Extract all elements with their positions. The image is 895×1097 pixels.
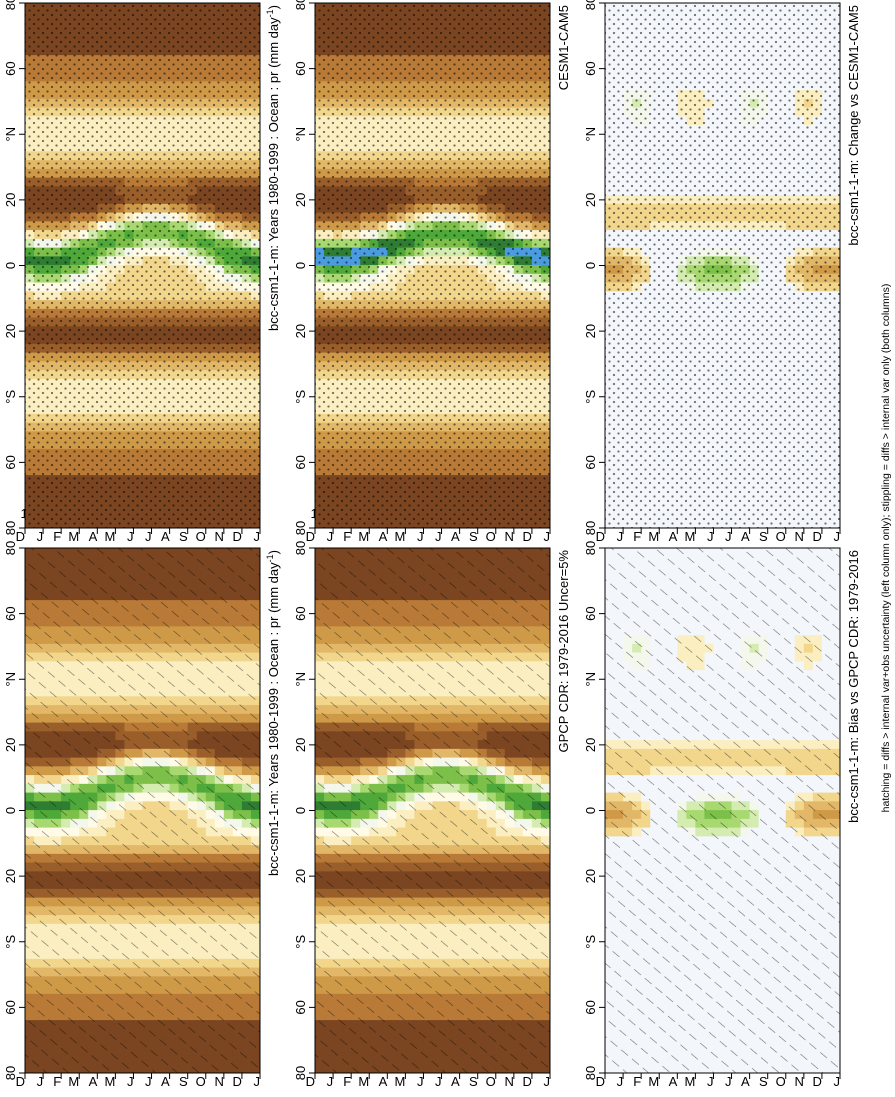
month-tick-label: O: [196, 1074, 206, 1089]
lat-tick-label: 20: [583, 869, 598, 883]
month-tick-label: D: [16, 1074, 25, 1089]
month-tick-label: J: [725, 1074, 732, 1089]
month-tick-label: A: [89, 1074, 98, 1089]
month-tick-label: O: [486, 1074, 496, 1089]
month-tick-label: J: [417, 1074, 424, 1089]
panel-title: bcc-csm1-1-m: Years 1980-1999 : Ocean : …: [265, 550, 281, 876]
month-tick-label: D: [233, 1074, 242, 1089]
overlay-hatching: [315, 548, 550, 1073]
lat-tick-label: 60: [293, 606, 308, 620]
month-tick-label: S: [759, 1074, 768, 1089]
lat-tick-label: 60: [3, 1000, 18, 1014]
month-tick-label: F: [343, 1074, 351, 1089]
lat-tick-label: °S: [3, 934, 18, 948]
month-tick-label: M: [105, 1074, 116, 1089]
month-tick-label: D: [596, 1074, 605, 1089]
month-tick-label: A: [379, 1074, 388, 1089]
month-tick-label: A: [669, 1074, 678, 1089]
month-tick-label: J: [37, 1074, 44, 1089]
lat-tick-label: 0: [3, 807, 18, 814]
month-tick-label: M: [685, 1074, 696, 1089]
month-tick-label: F: [633, 1074, 641, 1089]
month-tick-label: M: [395, 1074, 406, 1089]
month-tick-label: M: [68, 1074, 79, 1089]
month-tick-label: J: [254, 1074, 261, 1089]
month-tick-label: J: [834, 1074, 841, 1089]
overlay-hatching: [605, 548, 840, 1073]
month-tick-label: J: [435, 1074, 442, 1089]
month-tick-label: A: [741, 1074, 750, 1089]
month-tick-label: F: [53, 1074, 61, 1089]
month-tick-label: S: [179, 1074, 188, 1089]
month-tick-label: M: [358, 1074, 369, 1089]
lat-tick-label: °S: [293, 934, 308, 948]
lat-tick-label: 20: [583, 738, 598, 752]
month-tick-label: J: [617, 1074, 624, 1089]
lat-tick-label: 20: [3, 738, 18, 752]
month-tick-label: A: [161, 1074, 170, 1089]
lat-tick-label: 0: [293, 807, 308, 814]
lat-tick-label: °S: [583, 934, 598, 948]
lat-tick-label: 0: [583, 807, 598, 814]
panel-title: GPCP CDR: 1979-2016 Uncer=5%: [556, 550, 571, 753]
month-tick-label: D: [306, 1074, 315, 1089]
month-tick-label: J: [327, 1074, 334, 1089]
month-tick-label: D: [813, 1074, 822, 1089]
month-tick-label: D: [523, 1074, 532, 1089]
lat-tick-label: 60: [293, 1000, 308, 1014]
lat-tick-label: 20: [3, 869, 18, 883]
month-tick-label: N: [504, 1074, 513, 1089]
month-tick-label: N: [794, 1074, 803, 1089]
month-tick-label: O: [776, 1074, 786, 1089]
month-tick-label: J: [707, 1074, 714, 1089]
month-tick-label: J: [145, 1074, 152, 1089]
month-tick-label: J: [127, 1074, 134, 1089]
month-tick-label: J: [544, 1074, 551, 1089]
lat-tick-label: 20: [293, 869, 308, 883]
title-close: ): [266, 550, 281, 554]
overlay-hatching: [25, 548, 260, 1073]
lat-tick-label: 20: [293, 738, 308, 752]
lat-tick-label: 60: [583, 606, 598, 620]
lat-tick-label: °N: [3, 672, 18, 687]
month-tick-label: S: [469, 1074, 478, 1089]
lat-tick-label: 60: [3, 606, 18, 620]
month-tick-label: A: [451, 1074, 460, 1089]
month-tick-label: M: [648, 1074, 659, 1089]
lat-tick-label: °N: [293, 672, 308, 687]
title-superscript: -1: [265, 554, 275, 562]
lat-tick-label: °N: [583, 672, 598, 687]
lat-tick-label: 60: [583, 1000, 598, 1014]
month-tick-label: N: [214, 1074, 223, 1089]
panel-title: bcc-csm1-1-m: Bias vs GPCP CDR: 1979-201…: [846, 550, 861, 823]
